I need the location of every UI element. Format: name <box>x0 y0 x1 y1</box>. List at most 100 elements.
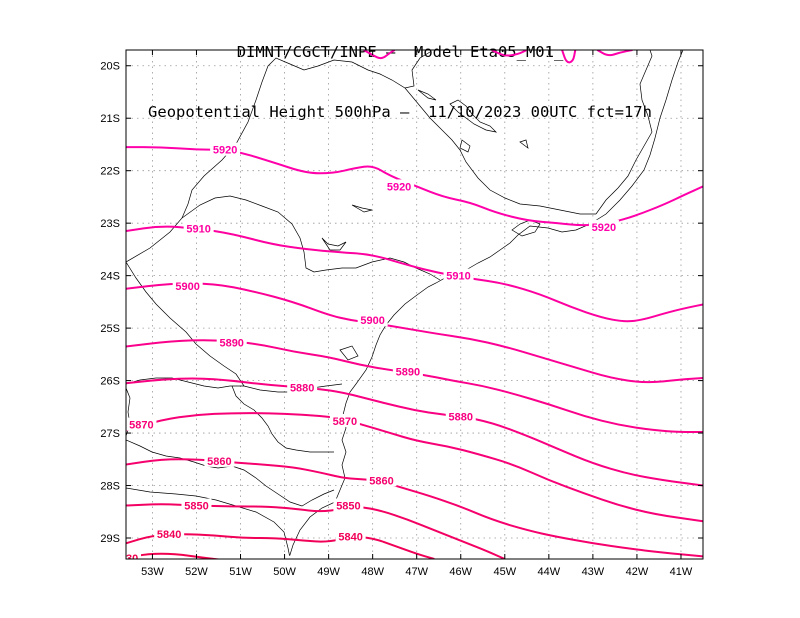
border-mg-rj <box>595 131 653 215</box>
contour-label-bg <box>384 179 415 193</box>
y-tick-label: 22S <box>100 166 120 178</box>
contour-label-5890: 5890 <box>396 367 420 379</box>
contour-5910 <box>126 225 703 323</box>
contour-label-5920: 5920 <box>213 145 237 157</box>
contour-label-bg <box>366 473 397 487</box>
y-tick-label: 23S <box>100 218 120 230</box>
contour-label-bg <box>445 409 476 423</box>
plot-frame <box>125 49 704 560</box>
lake-detail-5 <box>321 237 347 251</box>
coastline-and-borders <box>126 50 684 559</box>
x-tick-label: 41W <box>670 566 693 578</box>
contour-label-bg <box>154 526 185 540</box>
lake-detail-6 <box>339 345 359 361</box>
contour-label-5900: 5900 <box>175 281 199 293</box>
x-tick-label: 52W <box>185 566 208 578</box>
contour-label-bg <box>443 268 474 282</box>
contour-label-5830: 5830 <box>286 558 310 570</box>
y-tick-label: 21S <box>100 113 120 125</box>
contour-5900 <box>126 282 703 384</box>
x-tick-label: 45W <box>493 566 516 578</box>
x-tick-label: 53W <box>141 566 164 578</box>
contour-5830 <box>126 552 223 559</box>
x-tick-label: 44W <box>538 566 561 578</box>
contour-label-bg <box>329 413 360 427</box>
contour-label-bg <box>216 335 247 349</box>
contour-label-bg <box>183 221 214 235</box>
contour-5890 <box>126 339 703 433</box>
contour-label-bg <box>588 219 619 233</box>
border-sp-mg <box>404 87 596 215</box>
x-tick-label: 48W <box>361 566 384 578</box>
lake-detail-4 <box>351 204 373 213</box>
contour-label-5910: 5910 <box>446 271 470 283</box>
axis-ticks: 53W 52W 51W 50W 49W 48W 47W 46W 45W 44W 43W 42W 41W 2… <box>100 50 703 578</box>
x-tick-label: 47W <box>405 566 428 578</box>
contour-label-5860: 5860 <box>369 475 393 487</box>
contour-label-5850: 5850 <box>184 500 208 512</box>
border-mg-es <box>639 50 653 133</box>
x-tick-label: 50W <box>273 566 296 578</box>
border-sc-rs <box>126 439 335 507</box>
contour-label-5820: 5820 <box>230 582 254 594</box>
contour-5880 <box>126 377 703 487</box>
y-tick-label: 27S <box>100 428 120 440</box>
contour-5920 <box>363 50 396 60</box>
contour-label-5890: 5890 <box>219 337 243 349</box>
chart-title: DIMNT/CGCT/INPE – Model Eta05_M01_ Geopo… <box>0 2 800 142</box>
contour-label-5860: 5860 <box>207 456 231 468</box>
contour-5860 <box>126 458 703 558</box>
lake-detail <box>449 99 498 133</box>
x-tick-label: 51W <box>229 566 252 578</box>
contour-label-bg <box>357 313 388 327</box>
contour-label-5870: 5870 <box>129 420 153 432</box>
contour-label-bg <box>287 380 318 394</box>
contour-label-bg <box>282 555 313 559</box>
y-tick-label: 20S <box>100 61 120 73</box>
border-pr-sp <box>181 195 441 281</box>
contour-label-5880: 5880 <box>290 382 314 394</box>
contour-label-bg <box>181 498 212 512</box>
contour-label-bg <box>204 453 235 467</box>
lake-detail-7 <box>519 139 529 149</box>
contour-5920 <box>561 50 577 64</box>
contour-label-bg <box>126 417 157 431</box>
contour-labels: 5920 5920 5920 5910 5910 5900 5900 5890 5890 5880… <box>114 142 619 594</box>
contour-5920 <box>596 50 633 57</box>
x-tick-label: 42W <box>626 566 649 578</box>
height-contours <box>126 50 703 595</box>
contour-label-bg <box>392 364 423 378</box>
y-tick-label: 28S <box>100 481 120 493</box>
contour-label-bg <box>228 580 258 593</box>
contour-label-5840: 5840 <box>338 531 362 543</box>
grid-lines <box>126 50 703 559</box>
contour-5920 <box>491 50 528 57</box>
contour-label-5920: 5920 <box>592 222 616 234</box>
contour-label-5900: 5900 <box>360 315 384 327</box>
title-line-1: DIMNT/CGCT/INPE – Model Eta05_M01_ <box>236 43 564 61</box>
contour-5920 <box>126 146 703 227</box>
contour-label-bg <box>210 142 241 156</box>
y-tick-label: 29S <box>100 533 120 545</box>
x-tick-label: 46W <box>449 566 472 578</box>
contour-label-5910: 5910 <box>186 223 210 235</box>
y-tick-label: 26S <box>100 376 120 388</box>
border-parana-river <box>126 51 431 263</box>
contour-label-5870: 5870 <box>333 416 357 428</box>
border-misiones <box>231 385 334 453</box>
contour-label-bg <box>333 498 364 512</box>
contour-label-bg <box>335 529 366 543</box>
lake-detail-3 <box>417 89 437 101</box>
contour-label-5840: 5840 <box>157 529 181 541</box>
contour-5820 <box>152 580 333 595</box>
title-line-2: Geopotential Height 500hPa – 11/10/2023 … <box>148 103 652 121</box>
contour-label-5830: 5830 <box>114 553 138 565</box>
lake-detail-2 <box>459 139 471 153</box>
x-tick-label: 49W <box>317 566 340 578</box>
y-tick-label: 24S <box>100 271 120 283</box>
contour-label-5920: 5920 <box>387 181 411 193</box>
contour-5870 <box>126 412 703 523</box>
bay-detail <box>511 219 541 237</box>
contour-label-bg <box>126 550 141 559</box>
contour-label-bg <box>172 279 203 293</box>
